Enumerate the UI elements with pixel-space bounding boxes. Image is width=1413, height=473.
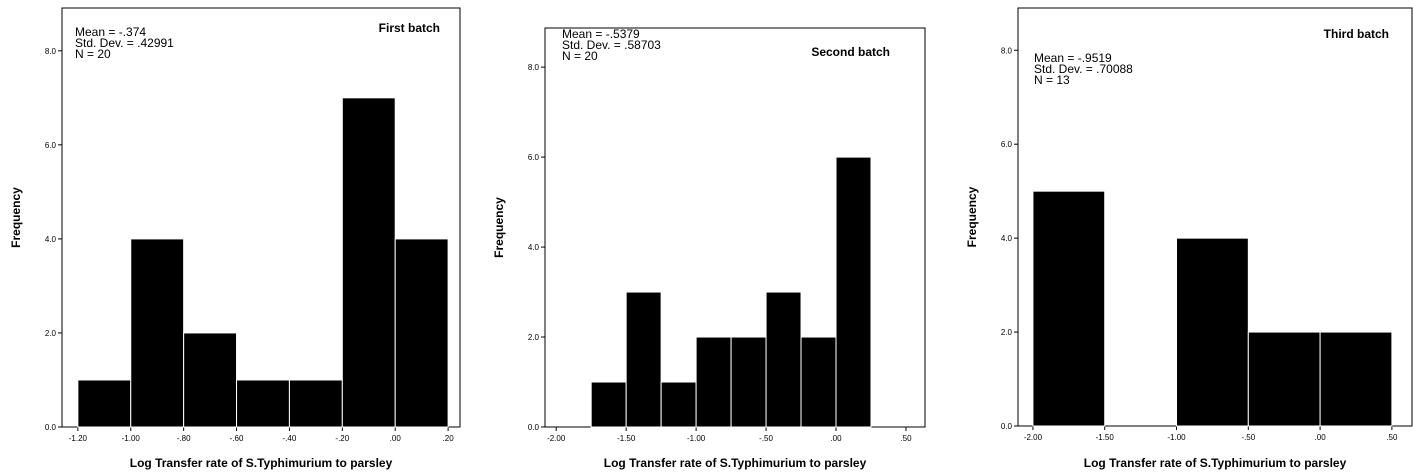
y-tick-label: 8.0 xyxy=(528,63,540,72)
y-tick-label: 0.0 xyxy=(528,423,540,432)
stat-line: N = 20 xyxy=(562,49,598,63)
chart-title: Second batch xyxy=(811,45,890,59)
x-tick-label: .00 xyxy=(390,434,402,443)
y-tick-label: 2.0 xyxy=(45,329,57,338)
x-tick-label: -2.00 xyxy=(1024,433,1043,442)
bar xyxy=(130,238,185,428)
bar xyxy=(394,238,449,428)
x-tick-label: .50 xyxy=(1386,433,1398,442)
bar xyxy=(625,291,662,428)
y-axis-label: Frequency xyxy=(9,187,23,248)
y-tick-label: 6.0 xyxy=(528,153,540,162)
bar xyxy=(183,332,238,428)
y-tick-label: 0.0 xyxy=(1001,422,1013,431)
chart-title: Third batch xyxy=(1324,27,1389,41)
x-tick-label: -.20 xyxy=(335,434,349,443)
x-tick-label: -1.50 xyxy=(617,434,636,443)
bar xyxy=(835,156,872,428)
stat-line: Mean = -.374 xyxy=(75,25,146,39)
bar xyxy=(236,379,290,428)
y-tick-label: 6.0 xyxy=(45,141,57,150)
stat-line: N = 20 xyxy=(75,47,111,61)
x-tick-label: .00 xyxy=(1315,433,1327,442)
x-tick-label: -.50 xyxy=(759,434,773,443)
chart-title: First batch xyxy=(379,21,440,35)
y-tick-label: 8.0 xyxy=(45,47,57,56)
x-tick-label: .50 xyxy=(900,434,912,443)
stat-line: Std. Dev. = .58703 xyxy=(562,38,661,52)
stat-line: N = 13 xyxy=(1034,73,1070,87)
x-axis-label: Log Transfer rate of S.Typhimurium to pa… xyxy=(604,456,867,470)
x-tick-label: -1.20 xyxy=(69,434,88,443)
bar xyxy=(1319,331,1393,427)
x-tick-label: -.60 xyxy=(230,434,244,443)
x-tick-label: -.50 xyxy=(1241,433,1255,442)
y-tick-label: 8.0 xyxy=(1001,46,1013,55)
x-tick-label: -1.00 xyxy=(122,434,141,443)
x-tick-label: -1.00 xyxy=(687,434,706,443)
x-axis-label: Log Transfer rate of S.Typhimurium to pa… xyxy=(130,456,393,470)
stat-line: Mean = -.9519 xyxy=(1034,51,1112,65)
x-tick-label: -.80 xyxy=(177,434,191,443)
x-tick-label: -2.00 xyxy=(547,434,566,443)
x-axis-label: Log Transfer rate of S.Typhimurium to pa… xyxy=(1084,456,1347,470)
y-tick-label: 2.0 xyxy=(1001,328,1013,337)
stat-line: Std. Dev. = .42991 xyxy=(75,36,174,50)
bar xyxy=(660,381,697,428)
bar xyxy=(1247,331,1321,427)
x-tick-label: -.40 xyxy=(283,434,297,443)
bar xyxy=(730,336,767,428)
bar xyxy=(1032,190,1106,427)
stat-line: Std. Dev. = .70088 xyxy=(1034,62,1133,76)
bar xyxy=(765,291,802,428)
y-tick-label: 2.0 xyxy=(528,333,540,342)
y-tick-label: 4.0 xyxy=(45,235,57,244)
y-tick-label: 0.0 xyxy=(45,423,57,432)
y-tick-label: 6.0 xyxy=(1001,140,1013,149)
y-tick-label: 4.0 xyxy=(1001,234,1013,243)
x-tick-label: -1.00 xyxy=(1167,433,1186,442)
bar xyxy=(341,97,396,428)
y-axis-label: Frequency xyxy=(492,197,506,258)
bar xyxy=(695,336,732,428)
bar xyxy=(77,379,132,428)
stat-line: Mean = -.5379 xyxy=(562,27,640,41)
x-tick-label: .20 xyxy=(443,434,455,443)
x-tick-label: .00 xyxy=(830,434,842,443)
x-tick-label: -1.50 xyxy=(1096,433,1115,442)
y-tick-label: 4.0 xyxy=(528,243,540,252)
bar xyxy=(800,336,837,428)
bar xyxy=(1176,237,1249,427)
y-axis-label: Frequency xyxy=(965,186,979,247)
bar xyxy=(590,381,627,428)
bar xyxy=(288,379,343,428)
